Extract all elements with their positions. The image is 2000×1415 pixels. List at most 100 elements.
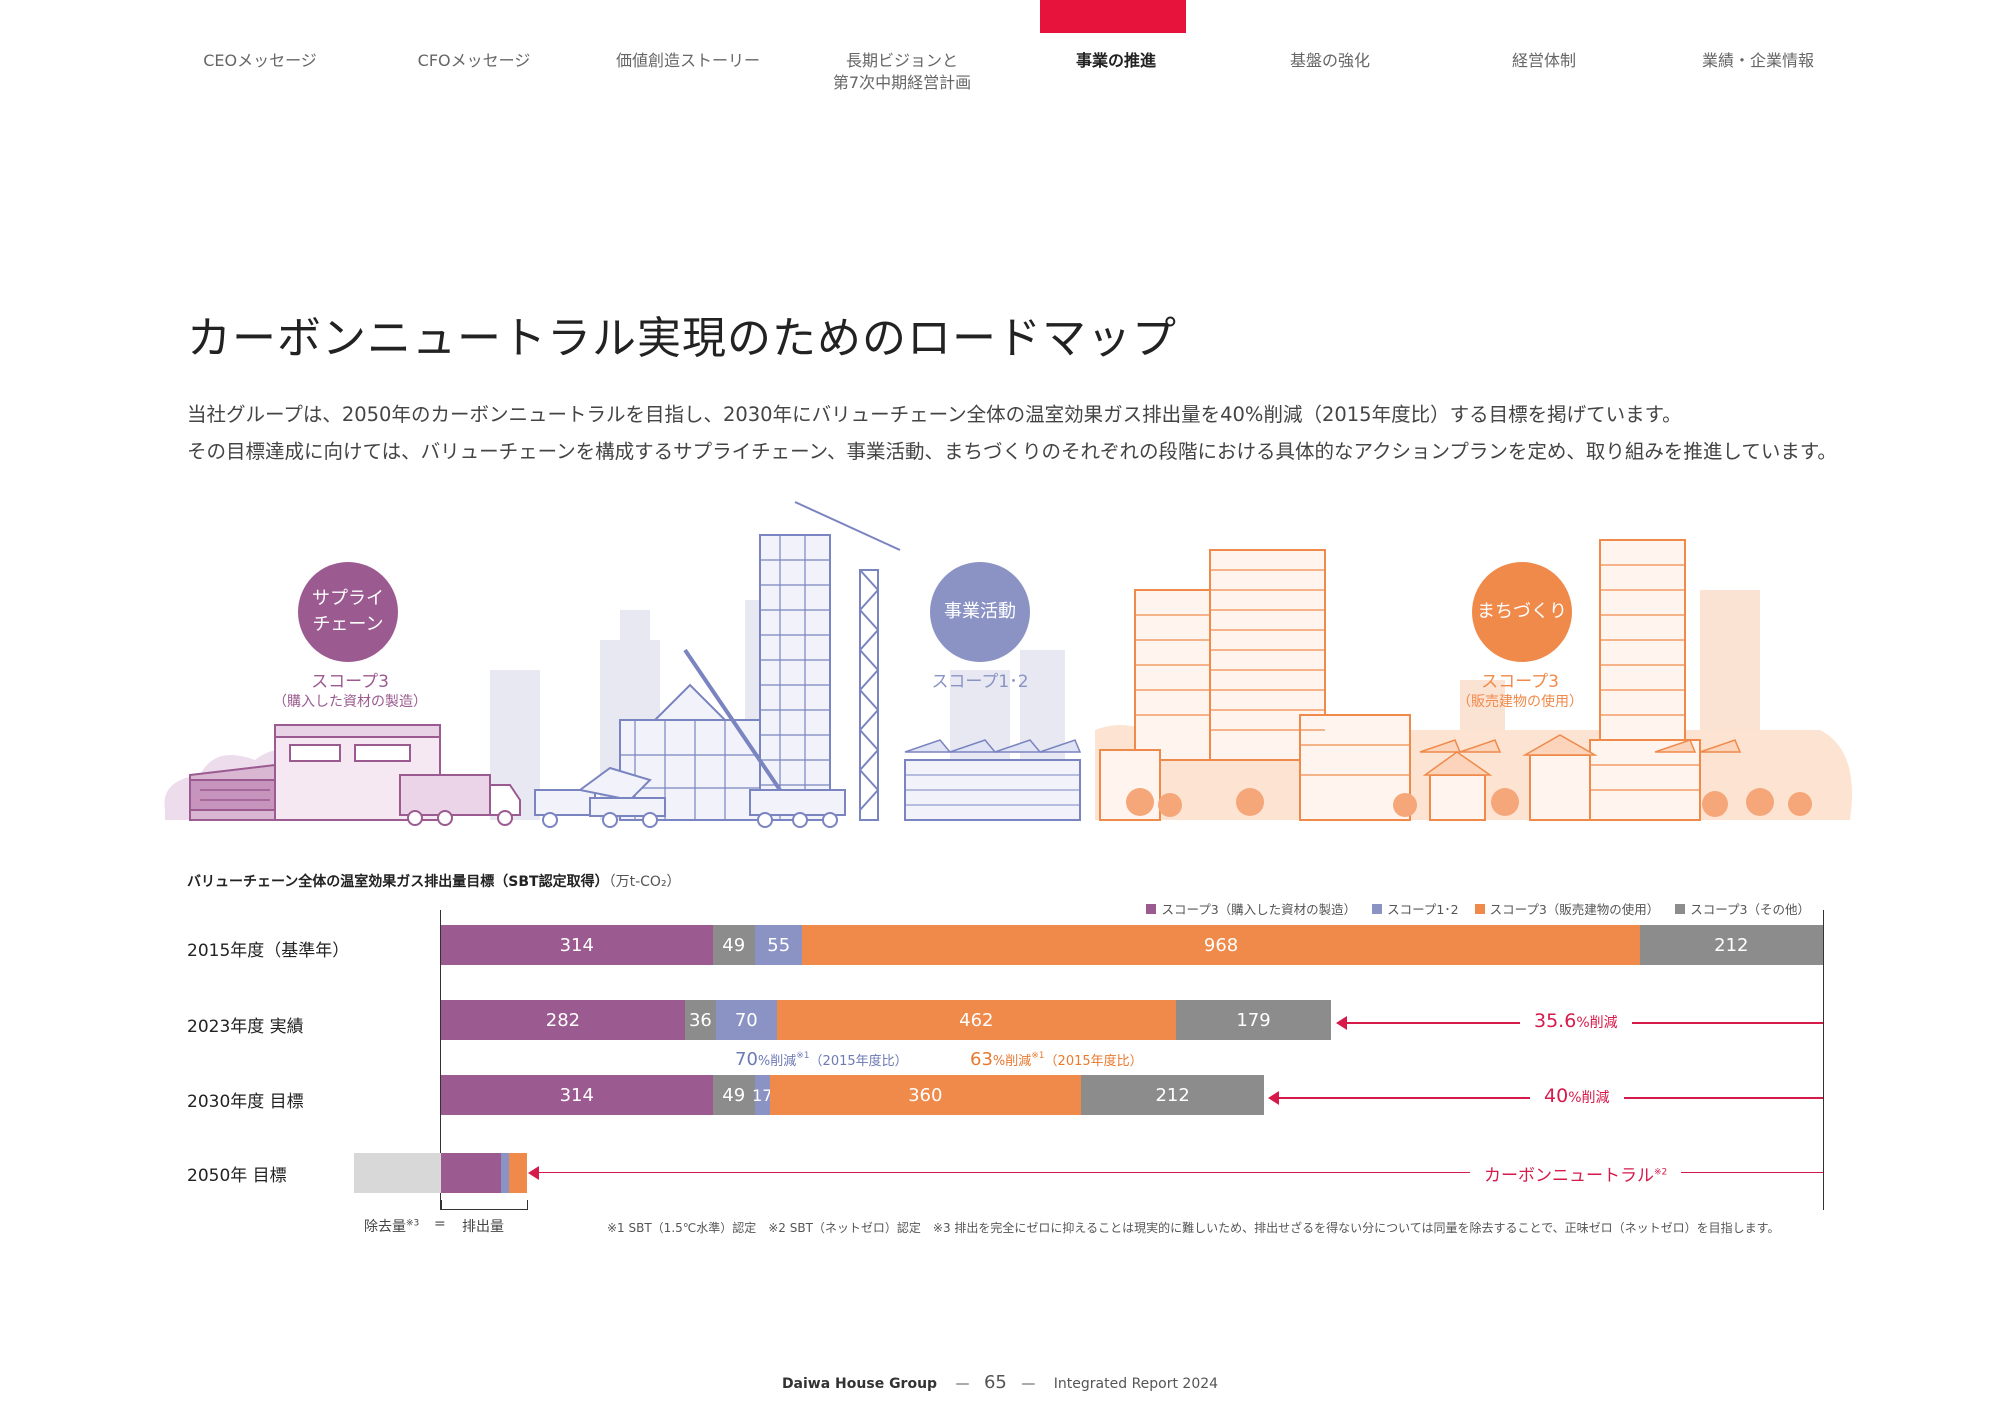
reduction-2030-suffix: %削減 (1568, 1090, 1610, 1106)
nav-item-results[interactable]: 業績・企業情報 (1701, 51, 1814, 70)
intro-text: 当社グループは、2050年のカーボンニュートラルを目指し、2030年にバリューチ… (187, 396, 1837, 470)
equals-sign: = (434, 1216, 446, 1232)
bar-2023-scope12: 70 (716, 1000, 777, 1040)
legend-label: スコープ1･2 (1387, 902, 1459, 917)
removal-label-text: 除去量 (364, 1219, 406, 1235)
legend-swatch (1675, 903, 1686, 914)
page-footer: Daiwa House Group — 65 — Integrated Repo… (0, 1372, 2000, 1393)
bar-2050-scope3-buildings (509, 1153, 527, 1193)
row-label-2050: 2050年 目標 (187, 1166, 287, 1186)
legend-label: スコープ3（販売建物の使用） (1489, 902, 1660, 917)
chart-legend: スコープ3（購入した資材の製造） スコープ1･2 スコープ3（販売建物の使用） … (1146, 899, 1810, 918)
bar-2015-scope3-buildings: 968 (802, 925, 1640, 965)
row-label-2015: 2015年度（基準年） (187, 941, 350, 961)
reduction-2023-suffix: %削減 (1576, 1015, 1618, 1031)
arrow-head-2023 (1336, 1016, 1347, 1030)
row-label-2030: 2030年度 目標 (187, 1092, 304, 1112)
note-scope3-pct: 63 (970, 1049, 993, 1070)
removal-label-ref: ※3 (406, 1218, 420, 1229)
bar-2030-scope3-materials: 314 (441, 1075, 713, 1115)
legend-item: スコープ3（販売建物の使用） (1474, 899, 1660, 918)
business-activity-circle: 事業活動 (930, 562, 1030, 662)
note-scope3-base: （2015年度比） (1044, 1054, 1143, 1069)
arrow-head-2030 (1268, 1091, 1279, 1105)
chart-footnotes: ※1 SBT（1.5℃水準）認定 ※2 SBT（ネットゼロ）認定 ※3 排出を完… (607, 1221, 1780, 1235)
chart-baseline-right (1823, 910, 1824, 1210)
nav-item-long-term-vision[interactable]: 長期ビジョンと 第7次中期経営計画 (832, 51, 972, 92)
town-development-scope-label: スコープ3 （販売建物の使用） (1430, 672, 1610, 712)
row-label-2023: 2023年度 実績 (187, 1017, 304, 1037)
bar-2015-scope3-other-a: 49 (712, 925, 755, 965)
note-scope12-base: （2015年度比） (809, 1054, 908, 1069)
bar-2015-scope12: 55 (754, 925, 803, 965)
nav-item-business-promotion[interactable]: 事業の推進 (1075, 51, 1156, 70)
reduction-2030-value: 40 (1544, 1085, 1569, 1107)
supply-chain-scope: スコープ3 (311, 672, 389, 692)
chart-title-text: バリューチェーン全体の温室効果ガス排出量目標（SBT認定取得） (187, 874, 609, 890)
footer-report: Integrated Report 2024 (1053, 1376, 1219, 1392)
chart-title: バリューチェーン全体の温室効果ガス排出量目標（SBT認定取得）（万t-CO₂） (187, 871, 681, 891)
note-scope3-reduction: 63%削減※1（2015年度比） (970, 1049, 1143, 1070)
business-activity-scope-label: スコープ1･2 (905, 672, 1055, 692)
town-development-scope: スコープ3 (1481, 672, 1559, 692)
chart-axis-line (440, 910, 441, 1210)
reduction-2050: カーボンニュートラル※2 (1470, 1161, 1682, 1186)
reduction-2050-ref: ※2 (1654, 1167, 1668, 1178)
town-development-scope-sub: （販売建物の使用） (1457, 694, 1583, 710)
note-scope12-suffix: %削減 (757, 1054, 797, 1069)
reduction-2023-value: 35.6 (1534, 1010, 1577, 1032)
town-development-circle-label: まちづくり (1477, 601, 1567, 622)
legend-item: スコープ1･2 (1372, 899, 1459, 918)
page-title: カーボンニュートラル実現のためのロードマップ (187, 313, 1177, 364)
supply-chain-circle: サプライ チェーン (298, 562, 398, 662)
bar-2050-scope3-materials (441, 1153, 501, 1193)
legend-item: スコープ3（購入した資材の製造） (1146, 899, 1356, 918)
supply-chain-circle-line2: チェーン (312, 614, 384, 635)
bar-2015-scope3-materials: 314 (441, 925, 713, 965)
supply-chain-circle-line1: サプライ (312, 588, 384, 609)
intro-line-2: その目標達成に向けては、バリューチェーンを構成するサプライチェーン、事業活動、ま… (187, 440, 1837, 463)
bar-2023-scope3-other-b: 179 (1176, 1000, 1331, 1040)
legend-swatch (1474, 903, 1485, 914)
bar-2030-scope12: 17 (752, 1075, 772, 1115)
bar-2015-scope3-other-b: 212 (1639, 925, 1823, 965)
note-scope3-ref: ※1 (1031, 1051, 1045, 1061)
nav-item-cfo-message[interactable]: CFOメッセージ (417, 51, 531, 70)
legend-swatch (1372, 903, 1383, 914)
legend-label: スコープ3（その他） (1690, 902, 1810, 917)
reduction-2023: 35.6%削減 (1520, 1010, 1632, 1032)
footer-dash-1: — (955, 1376, 970, 1392)
bar-2023-scope3-materials: 282 (441, 1000, 685, 1040)
legend-item: スコープ3（その他） (1675, 899, 1810, 918)
city-illustration (164, 501, 1852, 828)
footer-dash-2: — (1021, 1376, 1036, 1392)
legend-label: スコープ3（購入した資材の製造） (1161, 902, 1357, 917)
reduction-2030: 40%削減 (1530, 1085, 1624, 1107)
bar-2023-scope3-buildings: 462 (776, 1000, 1177, 1040)
bar-2050-scope12 (501, 1153, 509, 1193)
bar-2023-scope3-other-a: 36 (684, 1000, 716, 1040)
page-number: 65 (983, 1372, 1007, 1393)
note-scope3-suffix: %削減 (992, 1054, 1032, 1069)
emission-bracket (441, 1200, 528, 1210)
town-development-circle: まちづくり (1472, 562, 1572, 662)
footer-brand: Daiwa House Group (781, 1376, 938, 1392)
nav-item-governance[interactable]: 経営体制 (1511, 51, 1576, 70)
active-nav-marker (1040, 0, 1186, 33)
arrow-2050 (537, 1172, 1823, 1173)
removal-label: 除去量※3 (364, 1216, 419, 1236)
reduction-2050-value: カーボンニュートラル (1484, 1166, 1654, 1186)
note-scope12-ref: ※1 (796, 1051, 810, 1061)
intro-line-1: 当社グループは、2050年のカーボンニュートラルを目指し、2030年にバリューチ… (187, 403, 1682, 426)
note-scope12-pct: 70 (735, 1049, 758, 1070)
nav-item-value-creation[interactable]: 価値創造ストーリー (615, 51, 760, 70)
arrow-head-2050 (528, 1166, 539, 1180)
top-navigation: CEOメッセージ CFOメッセージ 価値創造ストーリー 長期ビジョンと 第7次中… (0, 0, 2000, 110)
bar-2030-scope3-other-b: 212 (1080, 1075, 1265, 1115)
business-activity-scope: スコープ1･2 (931, 672, 1029, 692)
nav-item-foundation[interactable]: 基盤の強化 (1289, 51, 1370, 70)
emission-label: 排出量 (462, 1219, 504, 1235)
nav-item-ceo-message[interactable]: CEOメッセージ (203, 51, 317, 70)
legend-swatch (1146, 903, 1157, 914)
bar-2030-scope3-other-a: 49 (712, 1075, 755, 1115)
